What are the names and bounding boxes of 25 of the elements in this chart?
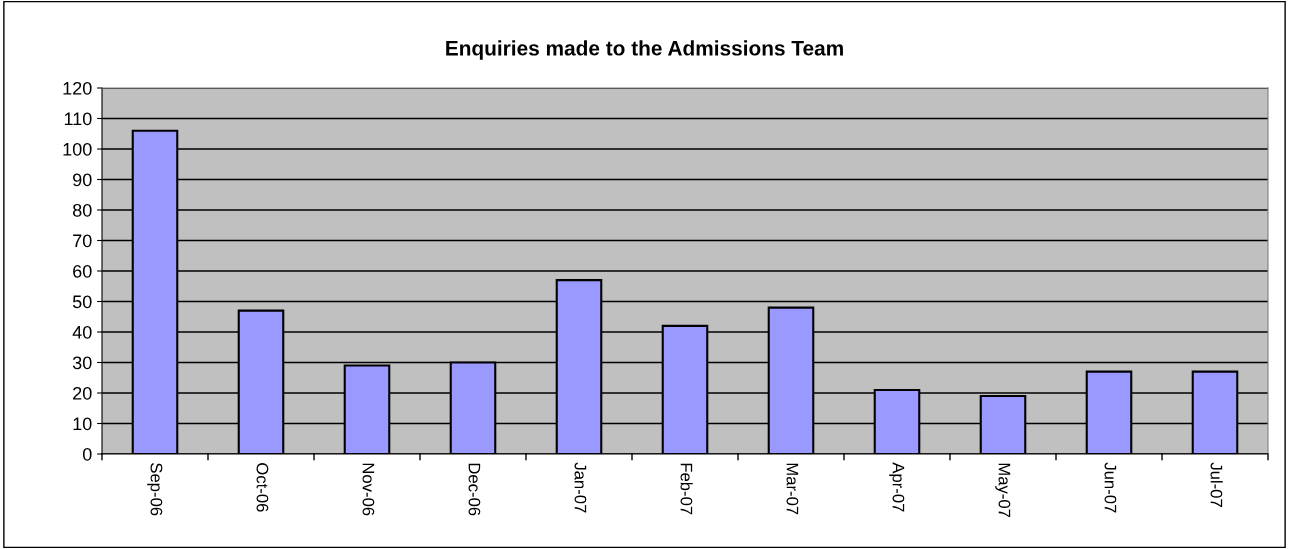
x-tick-label: Mar-07: [786, 463, 799, 515]
y-tick-label: 0: [82, 447, 92, 461]
y-tick-label: 120: [63, 81, 92, 95]
y-tick-label: 70: [73, 234, 92, 248]
x-tick-label: Nov-06: [362, 463, 375, 516]
y-tick-label: 40: [72, 325, 92, 339]
x-tick-label: Apr-07: [889, 462, 905, 512]
x-tick-label: Dec-06: [468, 463, 481, 516]
y-tick-label: 30: [72, 356, 92, 370]
x-tick-label: May-07: [995, 463, 1011, 518]
y-tick-label: 100: [63, 142, 92, 156]
y-tick-label: 20: [73, 386, 92, 400]
y-tick-label: 60: [73, 264, 92, 278]
y-tick-label: 10: [73, 417, 92, 431]
x-tick-label: Sep-06: [147, 463, 163, 516]
x-tick-label: Jun-07: [1104, 462, 1117, 513]
y-tick-label: 110: [64, 112, 92, 126]
x-tick-label: Feb-07: [680, 463, 693, 515]
y-tick-label: 90: [73, 173, 92, 187]
chart-title: Enquiries made to the Admissions Team: [446, 40, 843, 60]
y-tick-label: 50: [72, 295, 92, 309]
x-tick-label: Jan-07: [574, 462, 587, 513]
y-tick-label: 80: [72, 203, 92, 217]
x-tick-label: Jul-07: [1210, 462, 1223, 507]
x-tick-label: Oct-06: [256, 463, 269, 512]
